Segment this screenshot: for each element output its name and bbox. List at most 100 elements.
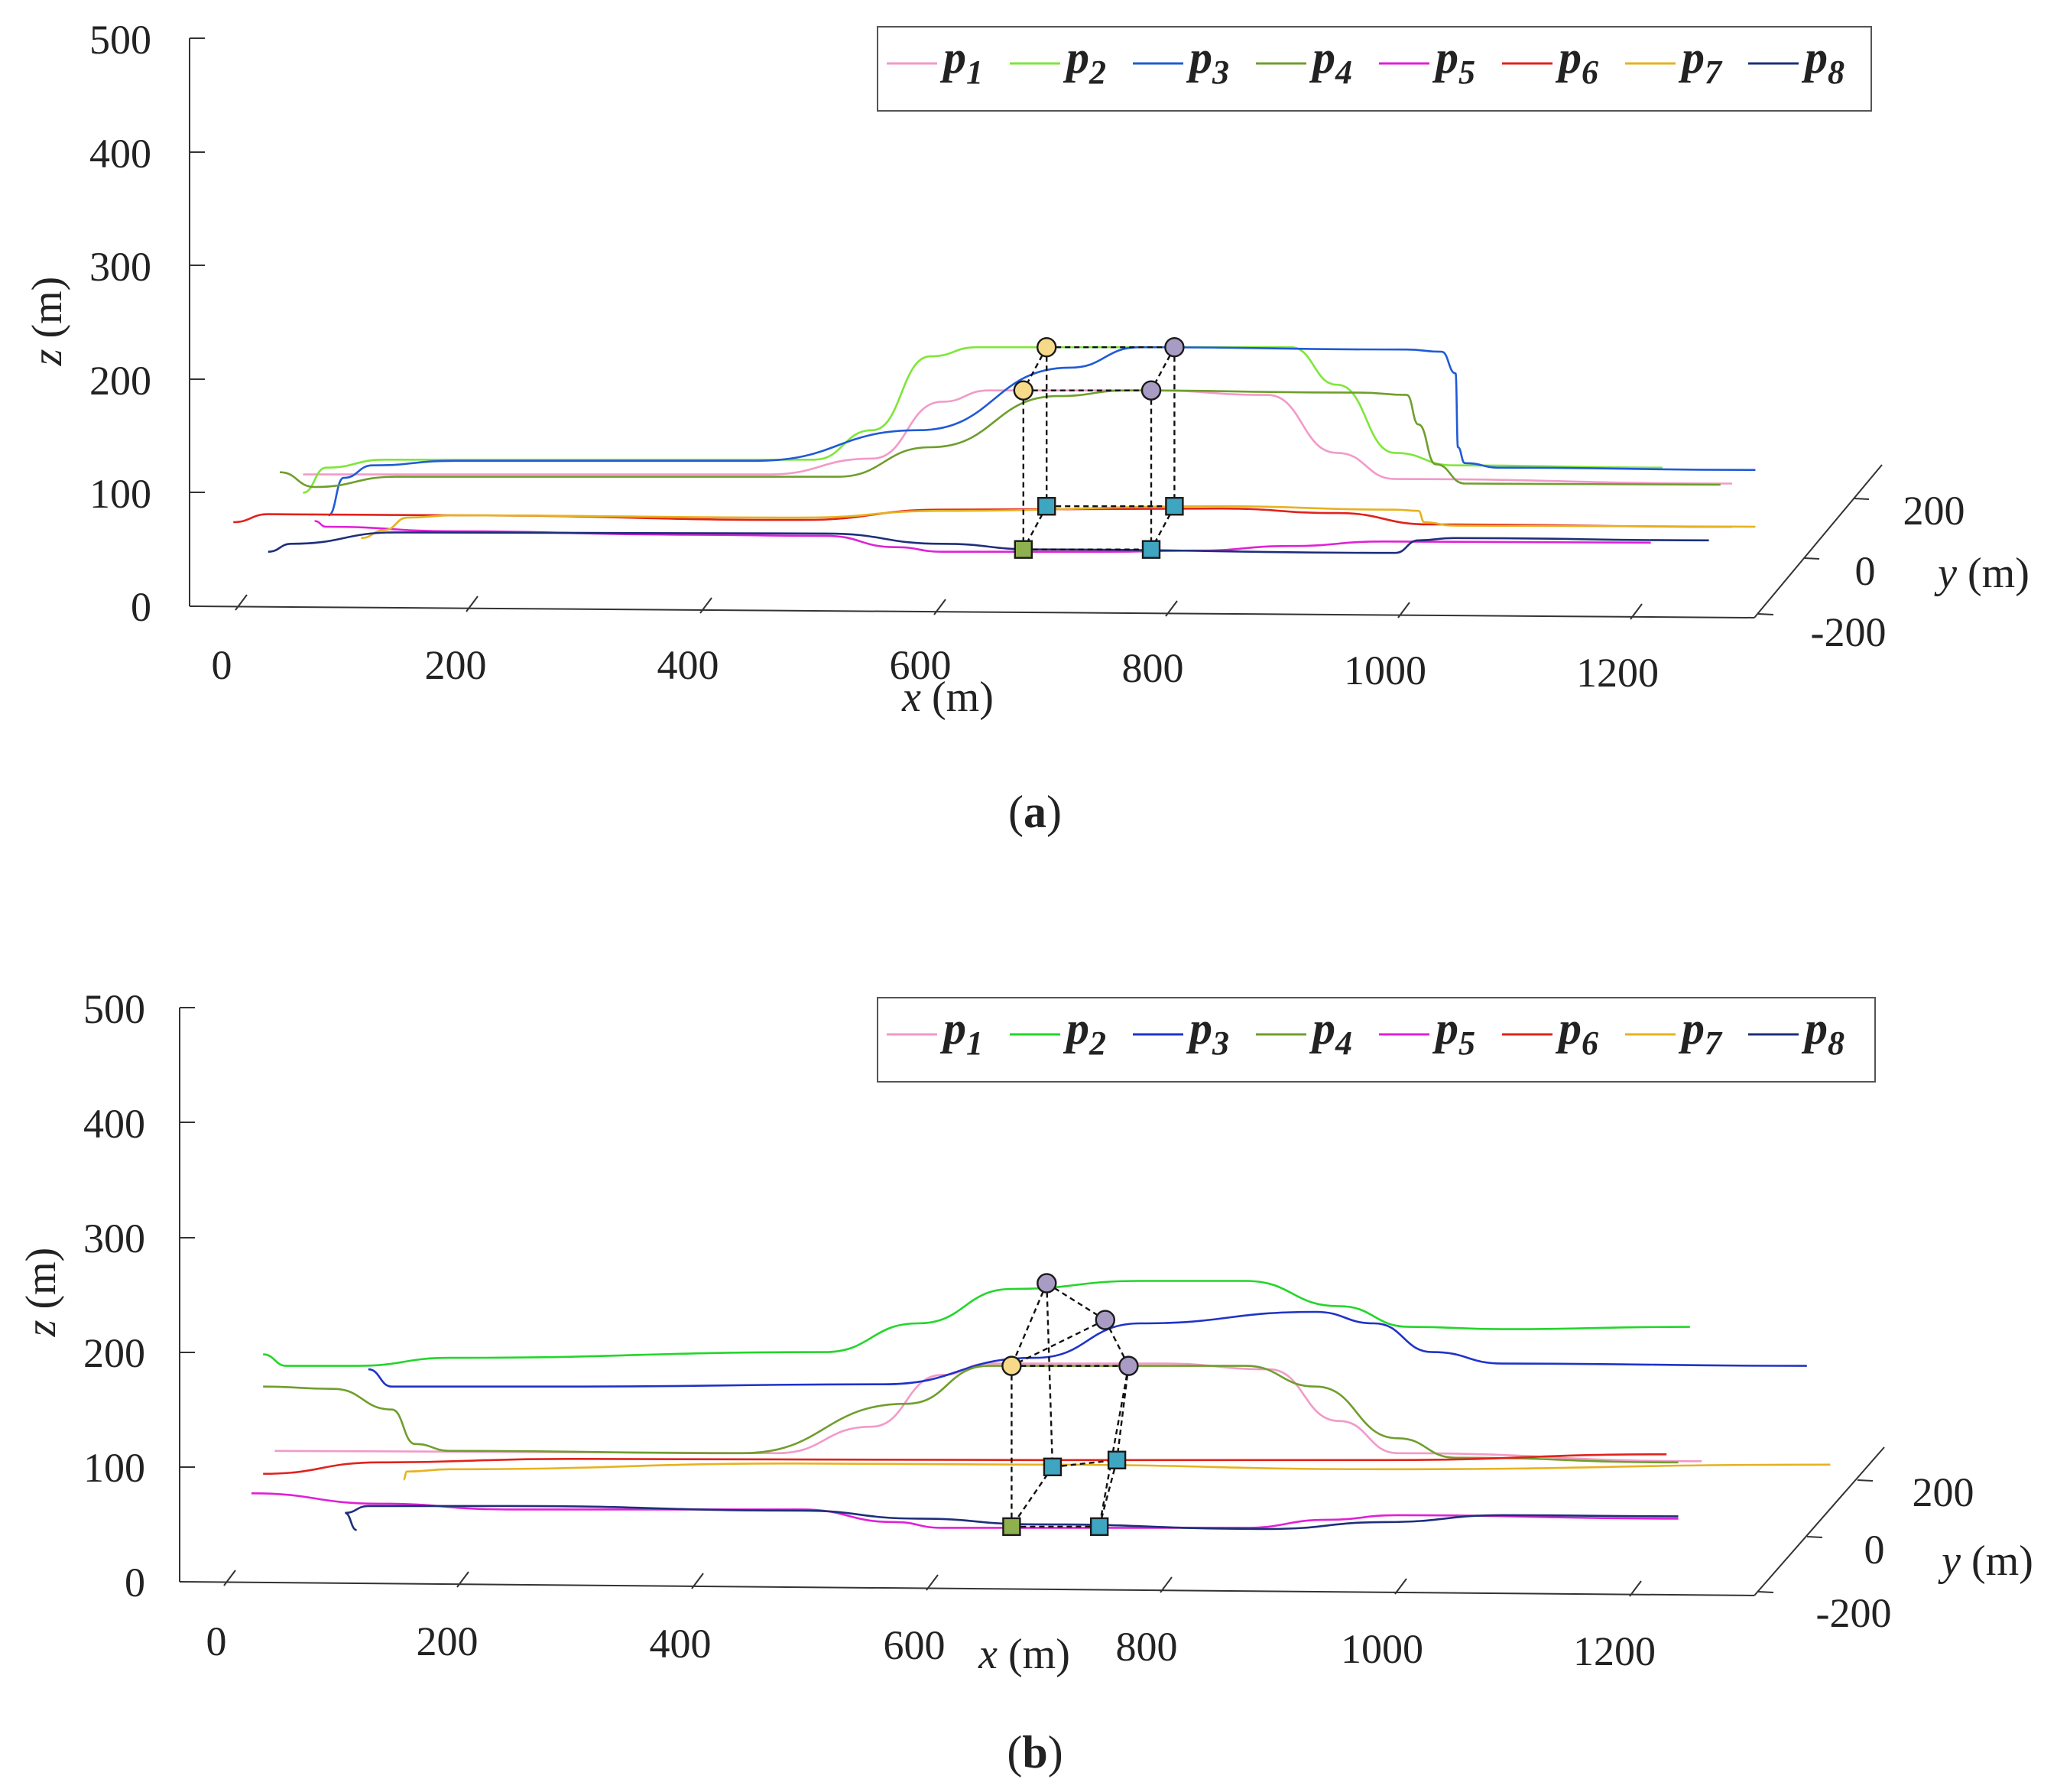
- y-tick-label: 200: [1913, 1469, 1974, 1515]
- formation-square-marker: [1043, 1457, 1063, 1477]
- x-tick-label: 800: [1122, 645, 1184, 691]
- formation-link: [1011, 1466, 1053, 1527]
- x-tick-label: 600: [884, 1622, 946, 1668]
- formation-square-marker: [1002, 1517, 1021, 1537]
- formation-circle-marker: [1118, 1355, 1139, 1376]
- y-tick-mark: [1853, 498, 1870, 500]
- trajectory-p5: [251, 1492, 1679, 1529]
- legend-label-p2: p2: [1063, 1003, 1106, 1062]
- formation-link: [1011, 1283, 1048, 1367]
- y-axis-label: y (m): [1938, 1537, 2033, 1585]
- panel-a-formation: [1013, 336, 1185, 559]
- legend-box: [877, 997, 1876, 1083]
- y-tick-label: -200: [1811, 609, 1887, 655]
- panel-a-y-tick-labels: 200 0 -200: [1811, 488, 1965, 655]
- z-tick-label: 500: [83, 986, 145, 1032]
- trajectory-p4: [279, 389, 1721, 489]
- formation-circle-marker: [1095, 1310, 1116, 1330]
- trajectory-p8: [344, 1505, 1679, 1531]
- x-axis-label: x (m): [978, 1631, 1070, 1678]
- trajectory-p3: [368, 1310, 1807, 1388]
- x-tick-label: 200: [425, 642, 487, 688]
- formation-square-marker: [1107, 1450, 1127, 1469]
- x-tick-label: 1200: [1576, 650, 1659, 696]
- x-tick-label: 800: [1116, 1624, 1178, 1670]
- trajectory-p1: [274, 1362, 1702, 1462]
- formation-circle-marker: [1037, 1273, 1057, 1294]
- panel-b-trajectories: [251, 1280, 1831, 1531]
- z-tick-label: 300: [89, 244, 151, 290]
- z-tick-label: 200: [89, 358, 151, 404]
- trajectory-p5: [314, 520, 1651, 554]
- panel-a-axes: [189, 37, 1883, 620]
- panel-b: 0 100 200 300 400 500 0 200 400 600 800 …: [18, 986, 2033, 1777]
- trajectory-p4: [263, 1365, 1679, 1464]
- z-tick-label: 400: [89, 131, 151, 177]
- x-tick-mark: [933, 599, 946, 615]
- z-tick-label: 500: [89, 17, 151, 63]
- panel-b-formation: [1001, 1273, 1139, 1537]
- z-tick-label: 0: [125, 1560, 145, 1605]
- panel-a-x-tick-labels: 0 200 400 600 800 1000 1200: [212, 642, 1660, 696]
- trajectory-p2: [263, 1280, 1690, 1367]
- panel-b-y-tick-labels: 200 0 -200: [1816, 1469, 1974, 1636]
- trajectory-p3: [328, 346, 1756, 517]
- formation-link: [1046, 1282, 1106, 1321]
- caption-b: (b): [1007, 1727, 1063, 1777]
- formation-link: [1011, 1319, 1106, 1367]
- z-axis-label: z (m): [24, 277, 71, 367]
- formation-link: [1115, 1365, 1130, 1460]
- x-tick-mark: [699, 597, 712, 614]
- panel-a-legend: p1 p2 p3 p4 p5 p6 p7 p8: [877, 26, 1872, 112]
- trajectory-p7: [403, 1462, 1831, 1481]
- y-tick-mark: [1757, 613, 1774, 615]
- formation-circle-marker: [1140, 380, 1162, 401]
- formation-link: [1052, 1459, 1118, 1468]
- formation-circle-marker: [1001, 1355, 1022, 1376]
- x-tick-mark: [1397, 602, 1410, 618]
- trajectory-p7: [361, 505, 1756, 540]
- x-tick-label: 200: [417, 1618, 479, 1664]
- x-tick-mark: [691, 1573, 704, 1589]
- z-axis-label: z (m): [18, 1248, 65, 1338]
- x-tick-mark: [1160, 1576, 1173, 1593]
- panel-a: 0 100 200 300 400 500 0 200 400 600 800 …: [24, 17, 2029, 837]
- y-axis-label: y (m): [1934, 550, 2029, 597]
- legend-label-p8: p8: [1801, 32, 1845, 91]
- z-tick-label: 200: [83, 1330, 145, 1376]
- panel-b-x-tick-labels: 0 200 400 600 800 1000 1200: [206, 1618, 1656, 1674]
- y-tick-label: 200: [1903, 488, 1965, 534]
- panel-a-trajectories: [233, 346, 1756, 554]
- x-tick-mark: [223, 1570, 236, 1586]
- trajectory-p8: [268, 531, 1709, 554]
- y-tick-label: 0: [1864, 1527, 1885, 1573]
- y-tick-mark: [1857, 1479, 1874, 1482]
- x-tick-mark: [466, 596, 479, 612]
- z-tick-label: 300: [83, 1216, 145, 1261]
- x-tick-mark: [1165, 600, 1178, 617]
- y-tick-label: -200: [1816, 1590, 1892, 1636]
- legend-label-p1: p1: [939, 1003, 983, 1062]
- x-tick-label: 400: [657, 642, 719, 688]
- formation-square-marker: [1089, 1517, 1109, 1537]
- panel-b-axes: [179, 1007, 1885, 1597]
- formation-link: [1046, 1283, 1054, 1467]
- z-tick-label: 400: [83, 1101, 145, 1147]
- z-tick-label: 100: [83, 1445, 145, 1491]
- trajectory-p2: [303, 346, 1663, 494]
- formation-square-marker: [1141, 540, 1161, 559]
- x-tick-mark: [926, 1574, 939, 1591]
- x-tick-mark: [235, 594, 248, 611]
- y-tick-label: 0: [1855, 548, 1876, 594]
- panel-b-z-tick-labels: 0 100 200 300 400 500: [83, 986, 145, 1605]
- x-tick-label: 0: [206, 1618, 227, 1664]
- formation-circle-marker: [1164, 336, 1185, 358]
- x-tick-mark: [456, 1571, 469, 1588]
- panel-a-z-tick-labels: 0 100 200 300 400 500: [89, 17, 151, 630]
- x-tick-label: 600: [890, 642, 952, 688]
- x-tick-mark: [1630, 603, 1643, 620]
- trajectory-p6: [263, 1453, 1667, 1475]
- caption-a: (a): [1008, 787, 1062, 837]
- formation-square-marker: [1165, 497, 1184, 516]
- x-tick-label: 400: [650, 1621, 712, 1667]
